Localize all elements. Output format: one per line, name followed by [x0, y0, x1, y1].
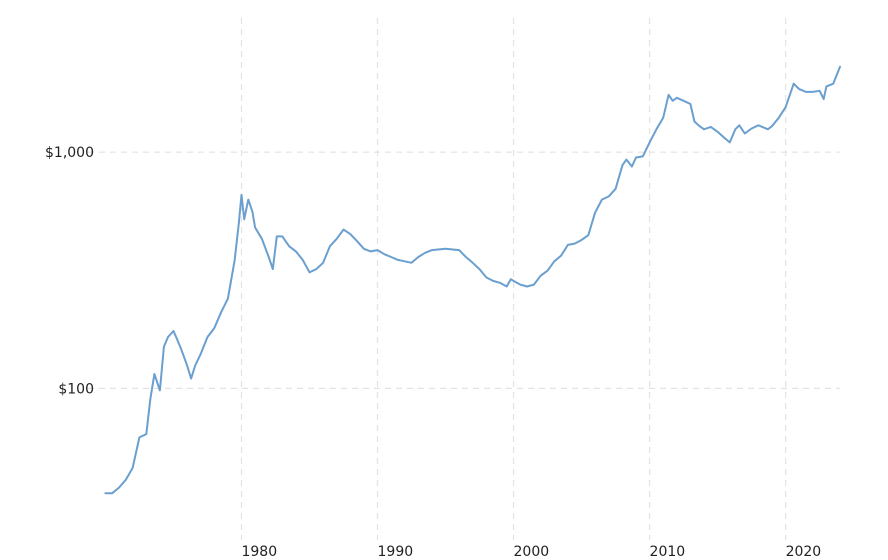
x-tick-label: 1990: [378, 544, 414, 560]
y-tick-label: $1,000: [45, 145, 94, 161]
y-tick-label: $100: [58, 381, 94, 397]
x-tick-label: 1980: [241, 544, 277, 560]
x-tick-label: 2020: [786, 544, 822, 560]
axis-labels: 1980 1990 2000 2010 2020 $100 $1,000: [45, 145, 821, 560]
grid: [88, 18, 840, 540]
series-line: [104, 65, 841, 495]
x-tick-label: 2000: [514, 544, 550, 560]
x-tick-label: 2010: [650, 544, 686, 560]
series-group: [104, 65, 841, 495]
